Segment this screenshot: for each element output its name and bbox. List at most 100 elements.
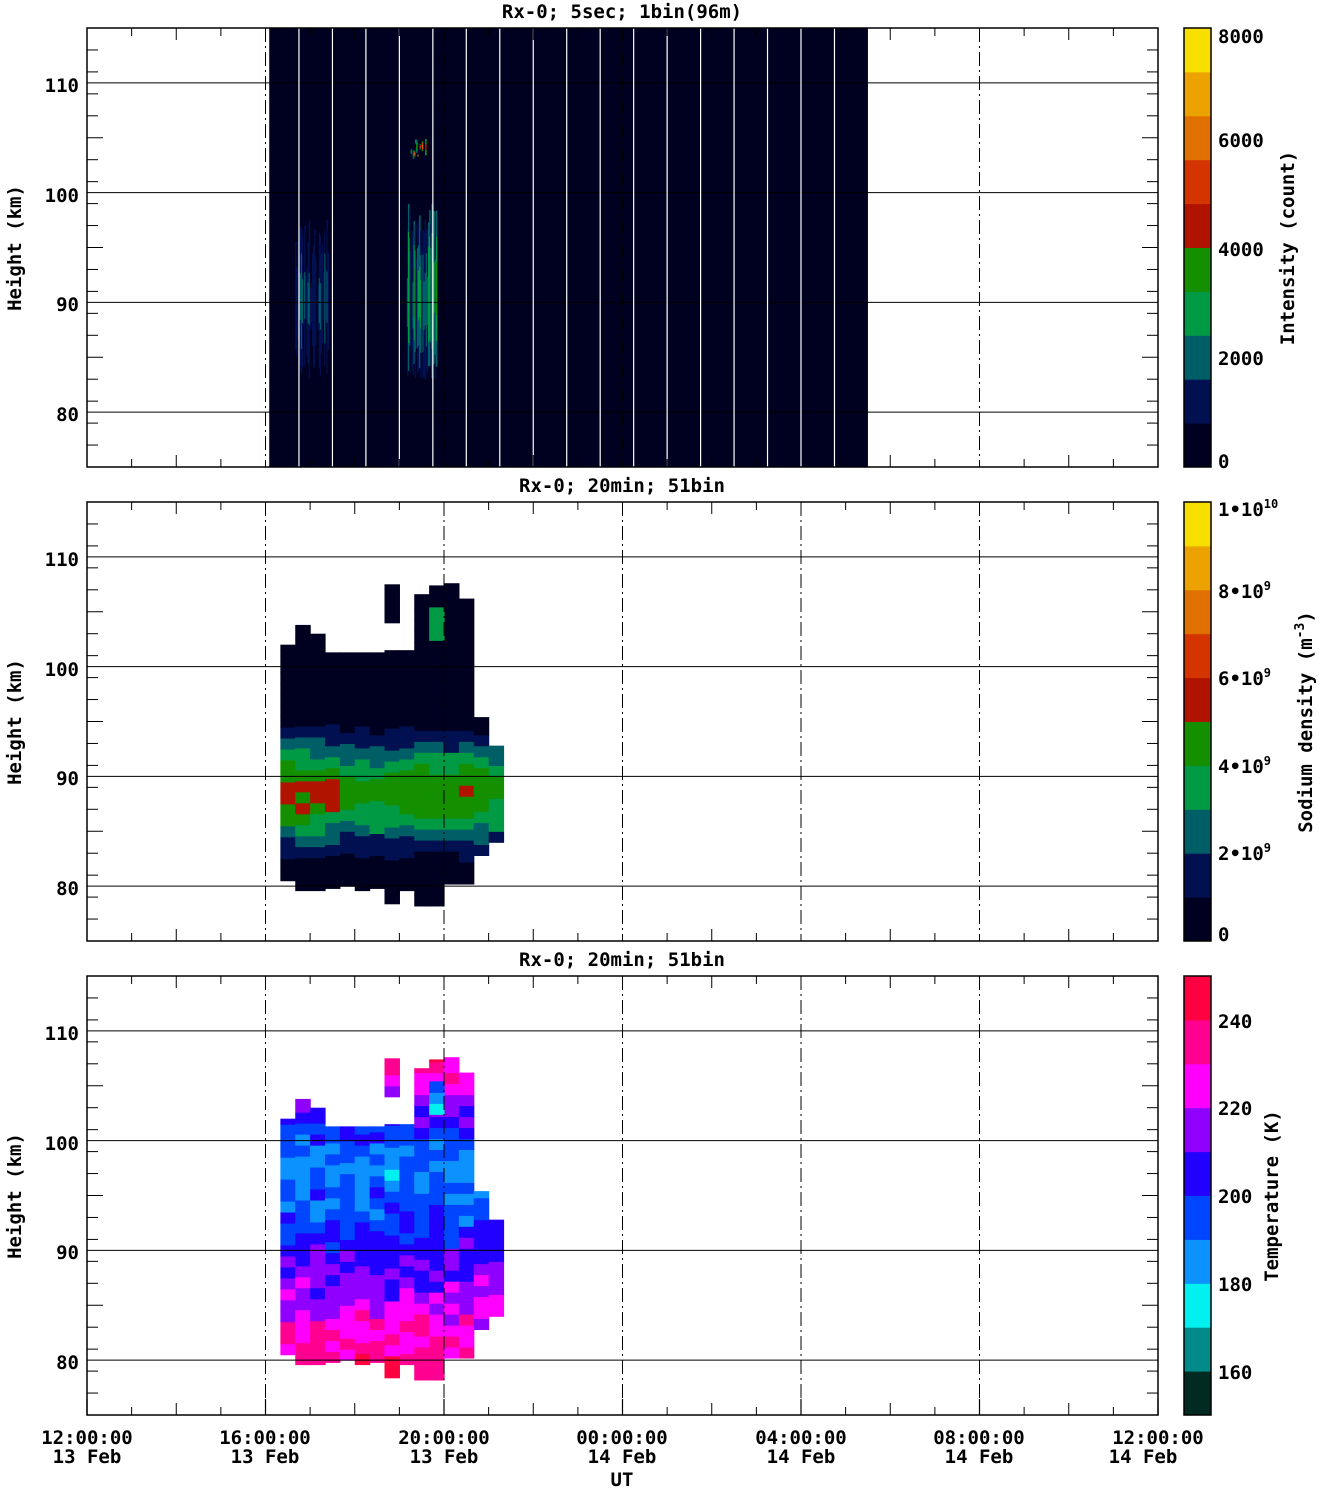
intensity-streak	[412, 156, 415, 158]
density-cell	[354, 824, 371, 837]
intensity-streak	[435, 236, 438, 263]
density-cell	[473, 717, 490, 725]
intensity-streak	[410, 251, 412, 276]
intensity-streak	[422, 327, 425, 353]
density-cell	[325, 756, 341, 769]
density-cell	[414, 818, 430, 830]
density-cell	[369, 668, 386, 681]
density-cell	[414, 594, 430, 600]
temperature-patch-cell	[384, 1085, 400, 1098]
temperature-cell	[295, 1166, 311, 1179]
intensity-streak	[299, 250, 302, 274]
intensity-streak	[322, 318, 324, 344]
intensity-streak	[413, 244, 416, 269]
intensity-streak	[300, 277, 303, 302]
colorbar-tick-mantissa: 4•10	[1218, 756, 1264, 778]
temperature-cell	[458, 1215, 475, 1227]
intensity-streak	[300, 325, 303, 350]
density-cell	[399, 846, 415, 859]
intensity-streak	[419, 144, 422, 146]
colorbar-swatch	[1184, 853, 1211, 898]
temperature-cell	[458, 1346, 475, 1359]
heatmap-cells	[280, 583, 505, 907]
colorbar-swatch	[1184, 1063, 1211, 1109]
intensity-streak	[300, 229, 303, 254]
density-cell	[310, 758, 326, 771]
temperature-patch-cell	[429, 1103, 445, 1115]
temperature-cell	[354, 1254, 371, 1267]
density-cell	[280, 683, 296, 695]
density-cell	[339, 809, 356, 821]
intensity-streak	[326, 271, 329, 297]
intensity-streak	[417, 345, 420, 371]
density-cell	[384, 695, 400, 707]
temperature-cell	[354, 1145, 371, 1157]
temperature-cell	[325, 1274, 341, 1287]
temperature-cell	[310, 1287, 326, 1300]
temperature-cell	[310, 1320, 326, 1333]
intensity-streak	[325, 268, 327, 296]
temperature-cell	[444, 1105, 460, 1118]
temperature-cell	[429, 1357, 445, 1370]
density-cell	[488, 798, 505, 810]
density-cell	[444, 609, 460, 622]
y-axis-label: Height (km)	[4, 659, 26, 785]
intensity-streak	[416, 146, 418, 149]
intensity-streak	[296, 267, 298, 290]
intensity-streak	[323, 343, 325, 367]
density-cell	[369, 789, 386, 802]
intensity-streak	[311, 322, 314, 347]
density-cell	[325, 844, 341, 856]
intensity-streak	[305, 319, 307, 342]
intensity-streak	[425, 323, 428, 347]
intensity-streak	[300, 349, 303, 373]
intensity-streak	[316, 317, 319, 341]
density-cell	[325, 877, 341, 889]
temperature-cell	[354, 1331, 371, 1344]
density-cell	[310, 692, 326, 705]
temperature-cell	[444, 1127, 460, 1140]
intensity-streak	[423, 329, 426, 355]
density-cell	[369, 679, 386, 692]
intensity-streak	[425, 152, 427, 156]
intensity-streak	[414, 143, 417, 144]
intensity-streak	[419, 146, 422, 148]
density-cell	[339, 831, 356, 843]
intensity-streak	[416, 144, 418, 147]
intensity-streak	[421, 249, 423, 275]
intensity-streak	[324, 298, 326, 322]
temperature-cell	[429, 1335, 445, 1348]
intensity-streak	[416, 150, 418, 154]
intensity-streak	[419, 148, 422, 150]
intensity-streak	[415, 326, 418, 349]
intensity-streak	[316, 225, 319, 249]
intensity-streak	[309, 308, 312, 330]
intensity-streak	[304, 272, 306, 296]
density-cell	[354, 747, 371, 760]
temperature-cell	[399, 1265, 415, 1278]
temperature-cell	[429, 1116, 445, 1129]
intensity-streak	[314, 274, 316, 298]
intensity-streak	[424, 219, 427, 246]
density-cell	[339, 776, 356, 788]
panel-title: Rx-0; 5sec; 1bin(96m)	[502, 1, 742, 23]
intensity-streak	[322, 244, 324, 269]
intensity-streak	[311, 299, 314, 323]
temperature-cell	[369, 1197, 386, 1210]
density-cell	[429, 774, 445, 786]
temperature-cell	[473, 1241, 490, 1254]
intensity-streak	[416, 223, 419, 249]
temperature-cell	[280, 1157, 296, 1169]
density-cell	[444, 642, 460, 655]
intensity-streak	[430, 342, 432, 367]
density-cell	[414, 752, 430, 764]
y-tick-label: 80	[56, 878, 79, 900]
temperature-cell	[384, 1235, 400, 1247]
intensity-streak	[425, 149, 427, 153]
temperature-cell	[295, 1177, 311, 1190]
density-cell	[414, 664, 430, 677]
temperature-cell	[295, 1320, 311, 1333]
grid-lines	[87, 976, 1158, 1415]
density-cell	[414, 708, 430, 720]
density-cell	[458, 686, 475, 698]
